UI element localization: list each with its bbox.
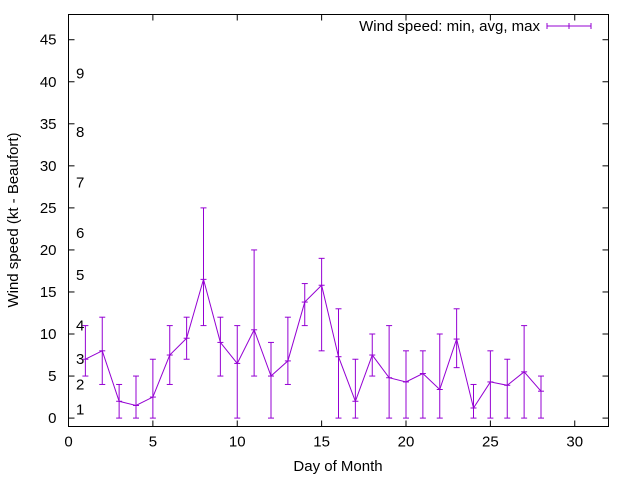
beaufort-label: 3	[76, 351, 84, 368]
x-tick-label: 5	[149, 434, 157, 451]
beaufort-label: 6	[76, 225, 84, 242]
beaufort-label: 4	[76, 318, 84, 335]
x-tick-label: 0	[64, 434, 72, 451]
x-tick-label: 30	[566, 434, 583, 451]
beaufort-label: 1	[76, 402, 84, 419]
legend: Wind speed: min, avg, max	[359, 18, 592, 35]
beaufort-label: 2	[76, 376, 84, 393]
x-tick-labels: 0 5 10 15 20 25 30	[64, 434, 583, 451]
y-tick-labels: 0 5 10 15 20 25 30 35 40 45	[40, 32, 57, 427]
y-tick-label: 30	[40, 158, 57, 175]
x-tick-label: 25	[482, 434, 499, 451]
y-tick-label: 45	[40, 32, 57, 49]
beaufort-label: 7	[76, 175, 84, 192]
y-tick-label: 40	[40, 74, 57, 91]
beaufort-label: 8	[76, 124, 84, 141]
series-layer	[82, 207, 544, 419]
avg-line	[85, 277, 542, 410]
x-tick-label: 15	[313, 434, 330, 451]
beaufort-label: 9	[76, 65, 84, 82]
beaufort-label: 5	[76, 267, 84, 284]
y-tick-label: 35	[40, 116, 57, 133]
y-tick-label: 5	[48, 368, 56, 385]
y-tick-label: 20	[40, 242, 57, 259]
x-tick-label: 20	[398, 434, 415, 451]
x-axis-label: Day of Month	[293, 458, 382, 475]
beaufort-labels: 1 2 3 4 5 6 7 8 9	[76, 65, 84, 418]
axis-ticks	[68, 14, 609, 427]
x-tick-label: 10	[229, 434, 246, 451]
legend-label: Wind speed: min, avg, max	[359, 18, 540, 35]
y-axis-label: Wind speed (kt - Beaufort)	[5, 132, 22, 307]
plot-frame	[68, 14, 609, 427]
y-tick-label: 15	[40, 284, 57, 301]
y-tick-label: 10	[40, 326, 57, 343]
y-tick-label: 25	[40, 200, 57, 217]
y-tick-label: 0	[48, 410, 56, 427]
